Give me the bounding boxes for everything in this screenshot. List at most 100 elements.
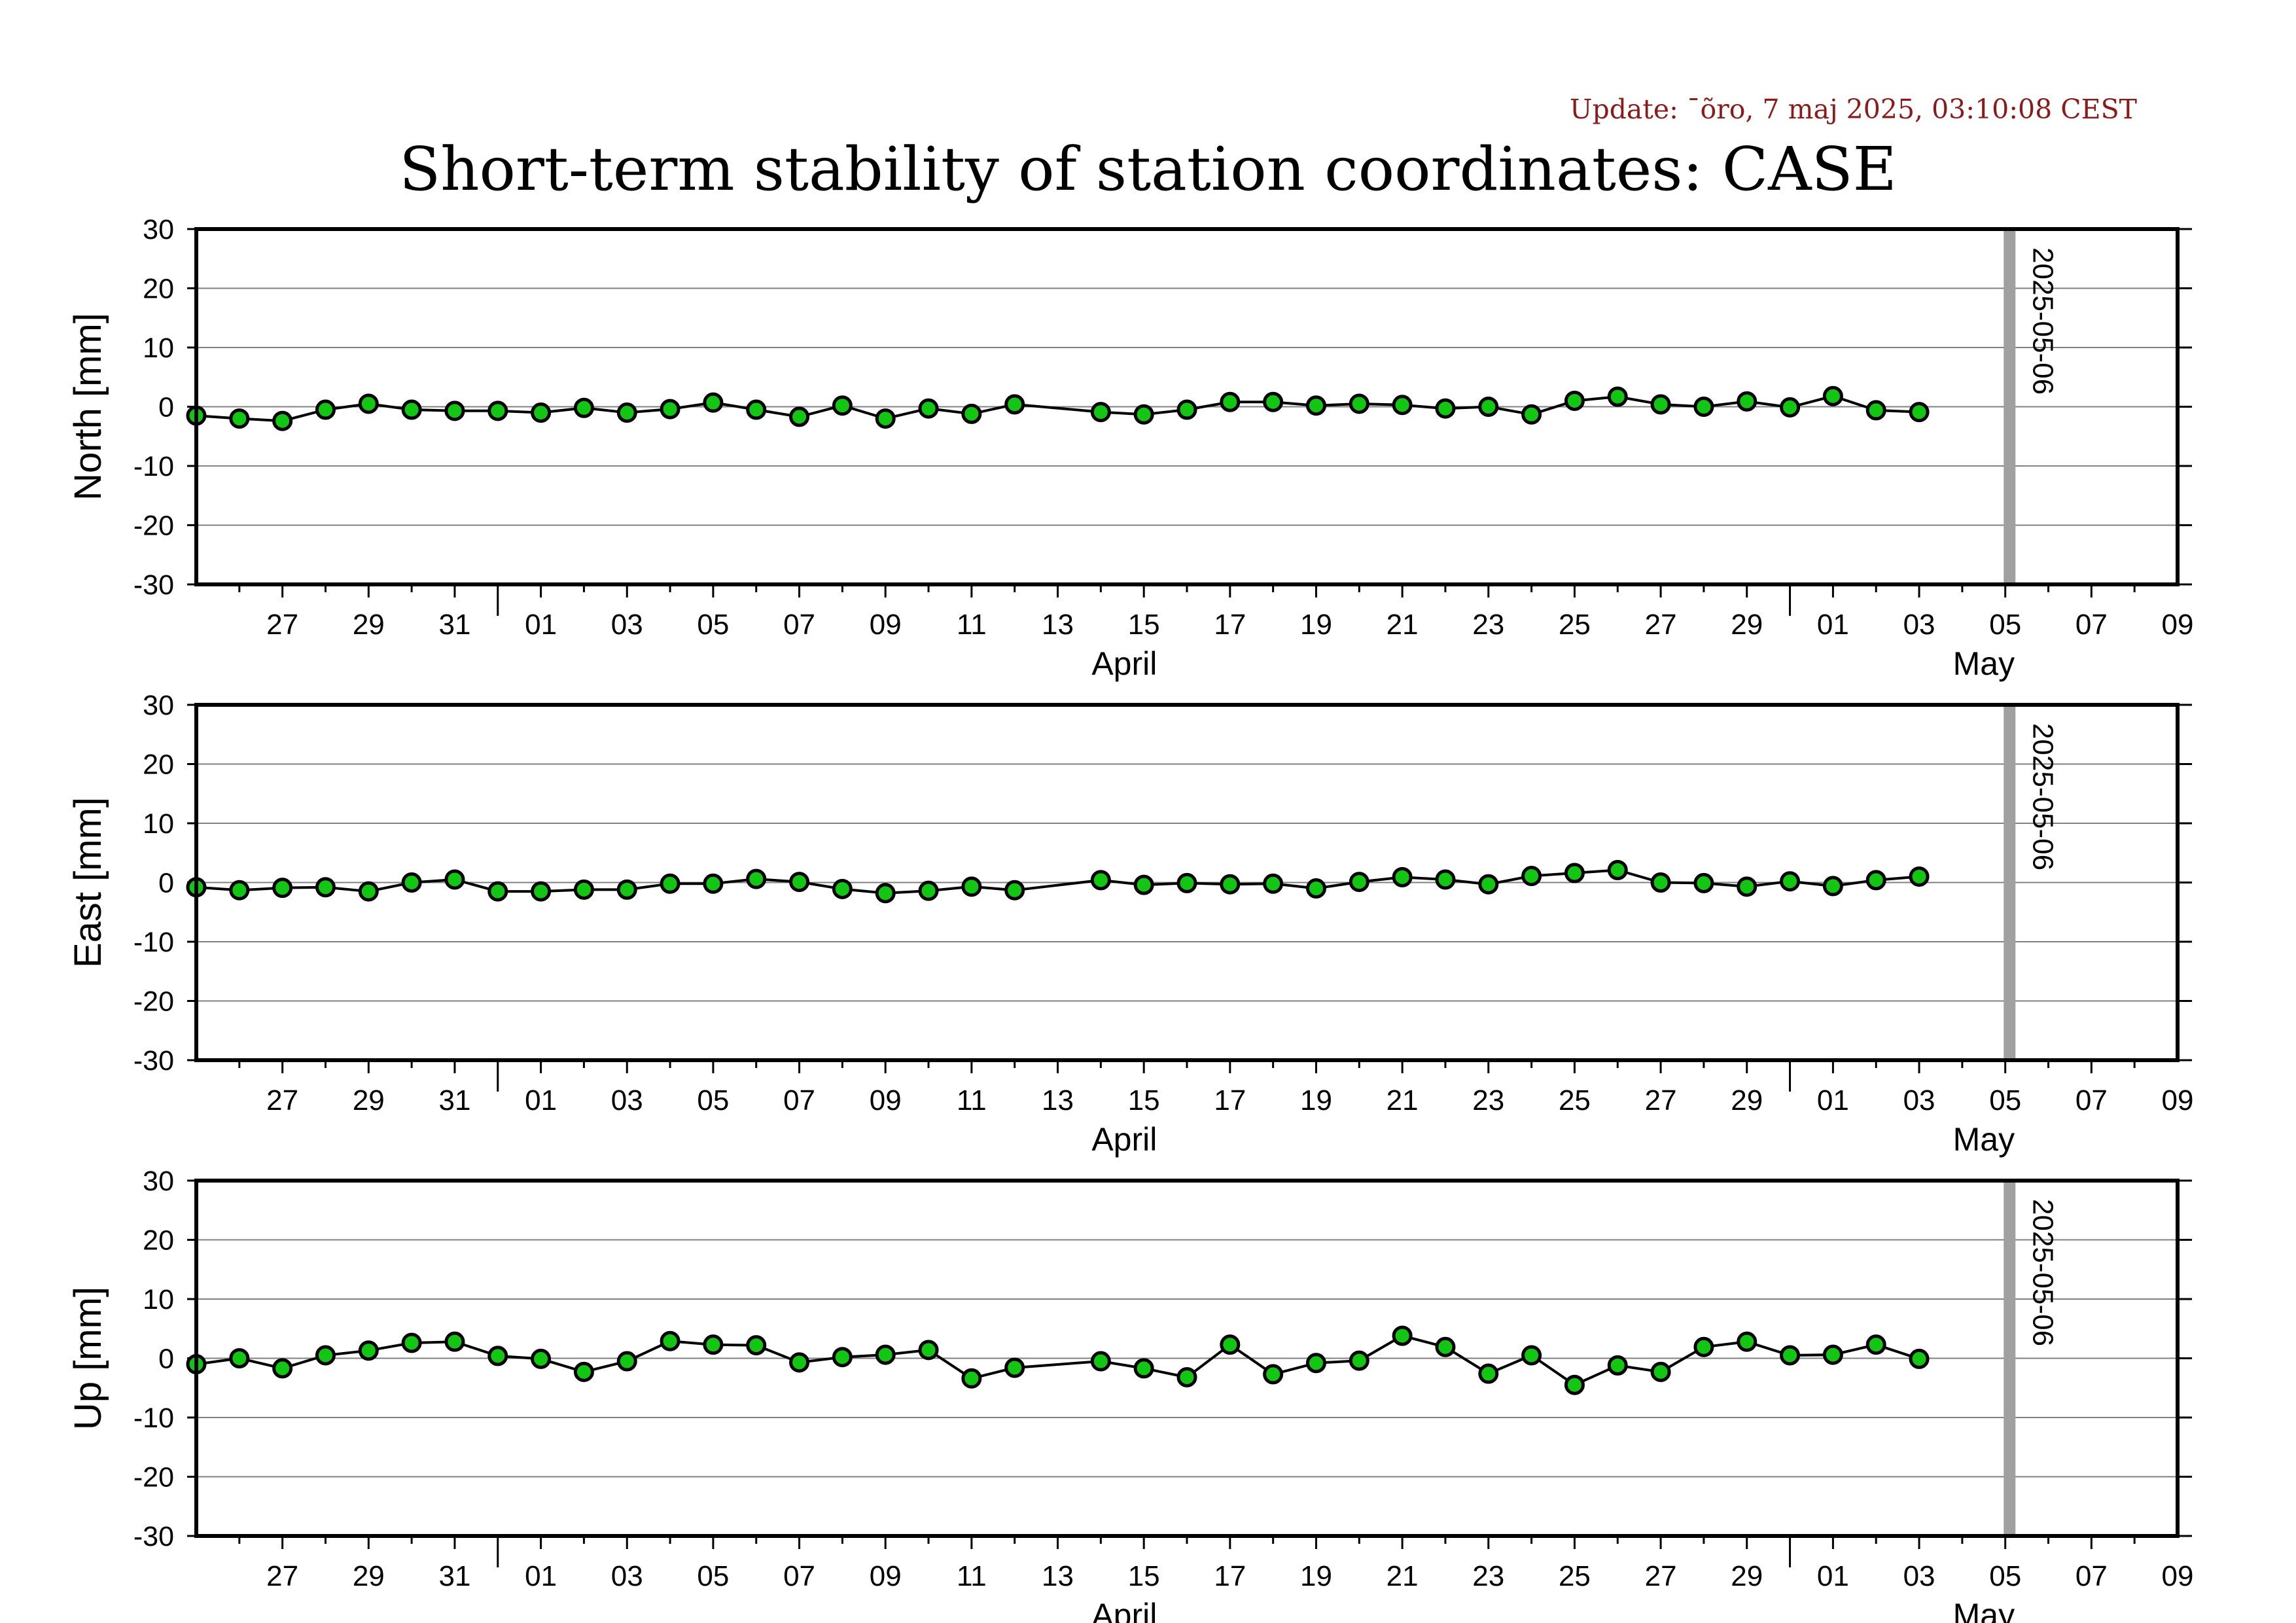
- update-timestamp: Update: ¯õro, 7 maj 2025, 03:10:08 CEST: [1569, 94, 2137, 125]
- month-label-may: May: [1953, 1121, 2015, 1158]
- data-point: [1004, 880, 1025, 901]
- data-point: [746, 1335, 767, 1356]
- y-tick-label: -10: [133, 927, 174, 958]
- month-label-april: April: [1091, 1597, 1157, 1623]
- data-point: [358, 393, 379, 414]
- data-point: [487, 881, 508, 902]
- data-point: [401, 1332, 422, 1353]
- data-point: [1090, 402, 1111, 423]
- data-point: [1650, 1361, 1671, 1382]
- data-point: [531, 881, 552, 902]
- data-point: [616, 402, 637, 423]
- x-tick-label: 23: [1472, 1560, 1504, 1592]
- data-point: [315, 399, 336, 420]
- x-tick-label: 29: [1731, 609, 1763, 641]
- x-tick-label: 29: [1731, 1084, 1763, 1116]
- current-date-label: 2025-05-06: [2026, 1199, 2058, 1346]
- data-point: [1263, 1364, 1284, 1385]
- data-point: [1521, 404, 1542, 425]
- x-tick-label: 09: [870, 1084, 902, 1116]
- month-label-may: May: [1953, 1597, 2015, 1623]
- month-label-april: April: [1091, 1121, 1157, 1158]
- x-tick-label: 31: [438, 1560, 470, 1592]
- x-tick-label: 05: [697, 1560, 729, 1592]
- data-point: [1478, 874, 1499, 895]
- data-point: [1435, 869, 1456, 890]
- y-tick-label: -20: [133, 510, 174, 542]
- data-point: [789, 406, 810, 427]
- y-axis-label: Up [mm]: [67, 1287, 109, 1430]
- y-tick-label: 10: [143, 1284, 174, 1315]
- north-panel: 30 20 10 0 -10 -20 -30 27 29 31 01 03 05 07 09 11 13 15 17…: [67, 214, 2193, 682]
- x-tick-label: 27: [1645, 1560, 1677, 1592]
- data-point: [1564, 863, 1585, 883]
- current-date-marker: [2004, 229, 2016, 584]
- data-point: [1133, 1358, 1154, 1379]
- current-date-label: 2025-05-06: [2026, 247, 2058, 395]
- y-axis-label: North [mm]: [67, 313, 109, 501]
- data-point: [1909, 1348, 1930, 1369]
- data-point: [531, 1348, 552, 1369]
- x-tick-label: 07: [783, 1560, 815, 1592]
- data-point: [703, 392, 724, 413]
- data-point: [401, 399, 422, 420]
- data-point: [961, 876, 982, 897]
- data-point: [1004, 1357, 1025, 1378]
- data-point: [1435, 1336, 1456, 1357]
- data-point: [1865, 870, 1886, 891]
- current-date-marker: [2004, 1181, 2016, 1536]
- x-tick-label: 09: [870, 609, 902, 641]
- data-point: [444, 869, 465, 890]
- data-point: [1220, 874, 1241, 895]
- y-tick-label: 20: [143, 749, 174, 781]
- data-point: [1564, 1374, 1585, 1395]
- y-tick-label: 10: [143, 332, 174, 364]
- x-tick-label: 23: [1472, 1084, 1504, 1116]
- x-tick-label: 25: [1559, 1084, 1591, 1116]
- data-point: [1004, 394, 1025, 415]
- data-point: [1305, 878, 1326, 899]
- x-tick-label: 07: [2075, 1560, 2108, 1592]
- x-tick-label: 25: [1559, 1560, 1591, 1592]
- x-tick-label: 09: [2162, 1560, 2194, 1592]
- data-point: [1909, 402, 1930, 423]
- x-tick-label: 03: [611, 1560, 643, 1592]
- data-point: [1392, 1325, 1413, 1346]
- y-tick-label: 20: [143, 274, 174, 305]
- x-tick-label: 07: [2075, 609, 2108, 641]
- east-panel: 30 20 10 0 -10 -20 -30 27 29 31 01 03 05 07 09 11 13 15 17…: [67, 690, 2193, 1158]
- data-point: [1607, 1355, 1628, 1376]
- x-tick-label: 29: [353, 609, 385, 641]
- x-tick-label: 09: [2162, 609, 2194, 641]
- x-tick-label: 27: [1645, 1084, 1677, 1116]
- data-point: [918, 1340, 939, 1361]
- data-point: [444, 401, 465, 421]
- x-tick-label: 07: [2075, 1084, 2108, 1116]
- x-tick-label: 05: [697, 1084, 729, 1116]
- data-point: [1392, 395, 1413, 416]
- data-point: [875, 408, 896, 429]
- data-point: [1220, 1334, 1241, 1355]
- data-point: [1478, 397, 1499, 417]
- y-tick-label: 0: [158, 868, 174, 899]
- x-tick-label: 11: [957, 609, 987, 641]
- y-tick-label: -10: [133, 1402, 174, 1434]
- x-tick-label: 17: [1214, 1560, 1246, 1592]
- data-point: [1693, 397, 1714, 417]
- x-tick-label: 27: [1645, 609, 1677, 641]
- y-tick-label: 0: [158, 1344, 174, 1375]
- data-point: [272, 878, 293, 899]
- x-tick-label: 03: [1903, 1560, 1935, 1592]
- x-tick-label: 29: [1731, 1560, 1763, 1592]
- data-point: [531, 402, 552, 423]
- data-point: [1263, 391, 1284, 412]
- data-point: [315, 1345, 336, 1366]
- x-tick-label: 11: [957, 1084, 987, 1116]
- data-point: [1090, 1351, 1111, 1372]
- x-tick-label: 03: [611, 1084, 643, 1116]
- series-line: [196, 395, 1920, 423]
- data-point: [1564, 390, 1585, 411]
- y-axis-label: East [mm]: [67, 797, 109, 968]
- data-point: [1305, 395, 1326, 416]
- data-point: [573, 879, 594, 900]
